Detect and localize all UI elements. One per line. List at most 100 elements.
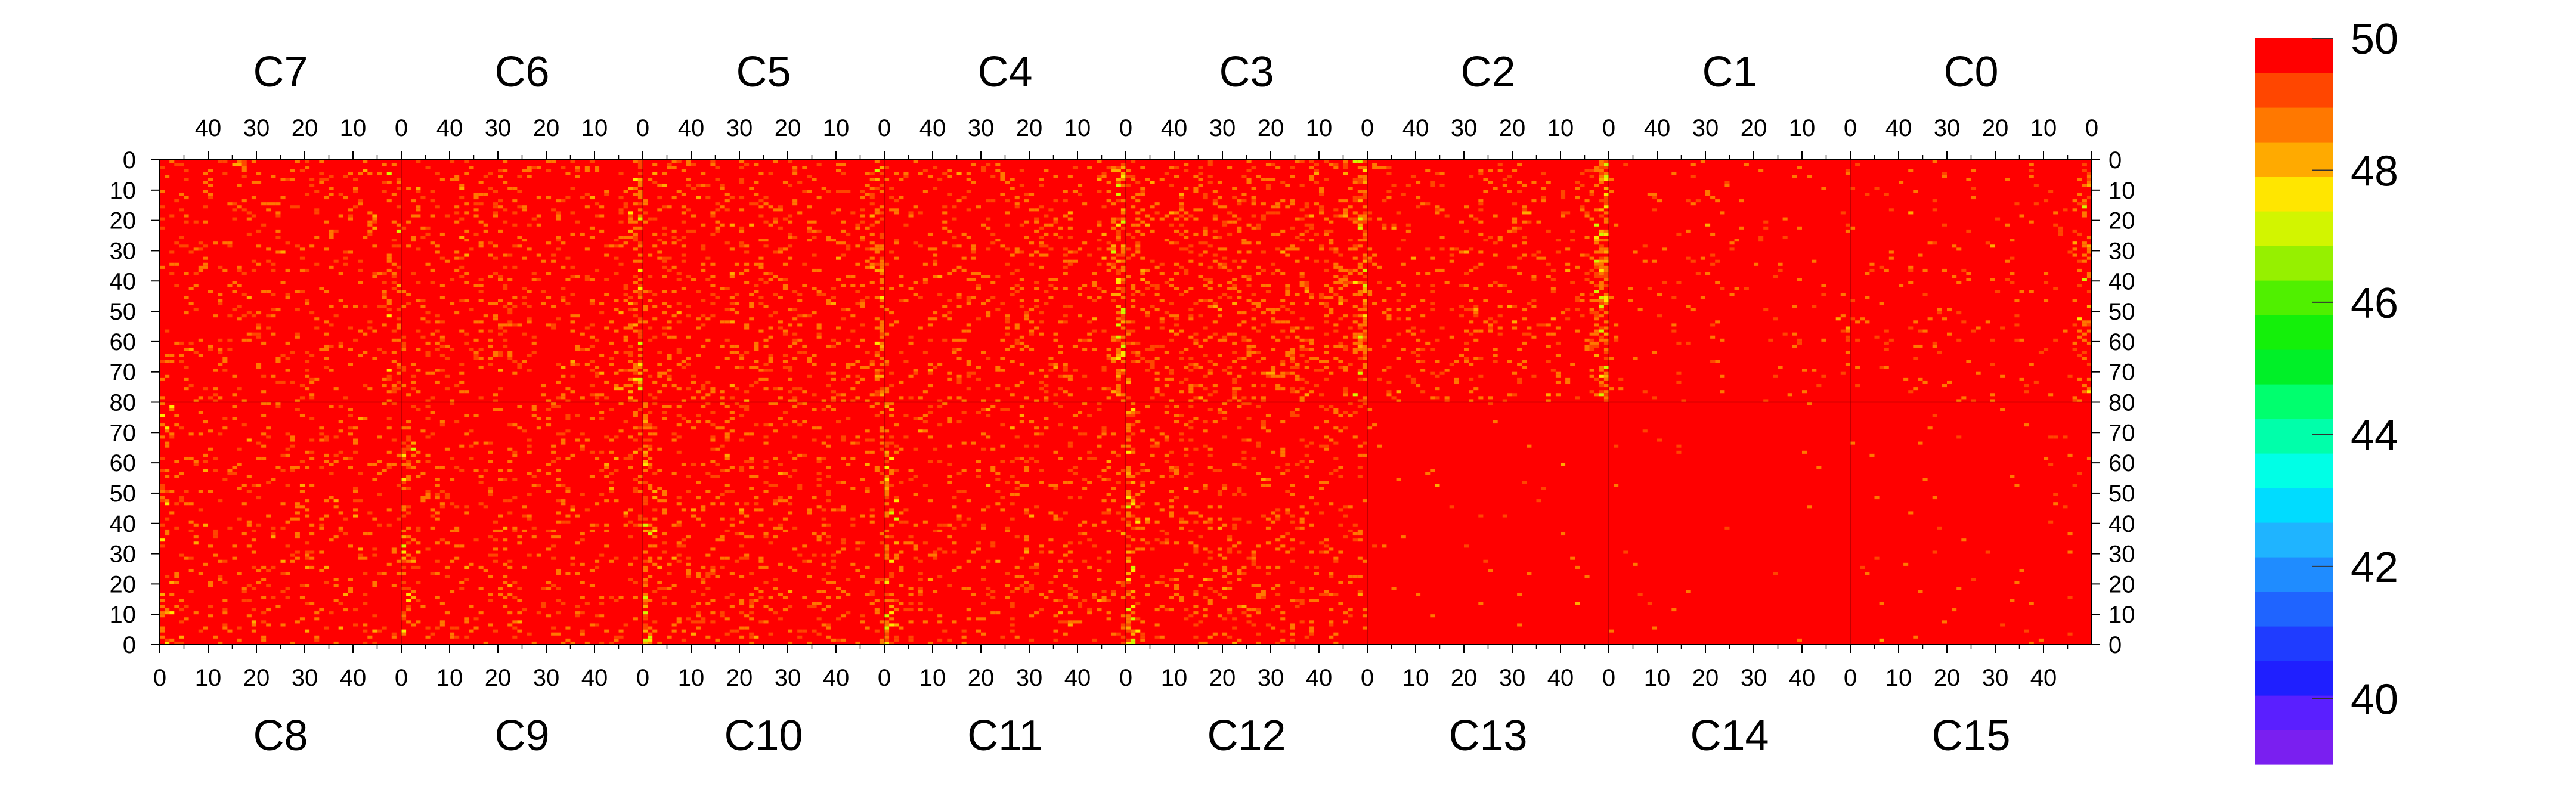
heatmap-cell bbox=[242, 599, 247, 602]
heatmap-cell bbox=[396, 323, 401, 327]
heatmap-cell bbox=[271, 374, 276, 378]
heatmap-cell bbox=[1324, 232, 1329, 236]
heatmap-cell bbox=[507, 320, 513, 324]
heatmap-cell bbox=[372, 272, 377, 275]
heatmap-cell bbox=[990, 175, 996, 178]
heatmap-cell bbox=[662, 332, 667, 336]
heatmap-cell bbox=[493, 205, 498, 209]
heatmap-cell bbox=[1169, 369, 1174, 372]
heatmap-cell bbox=[710, 411, 716, 414]
heatmap-cell bbox=[1527, 220, 1532, 224]
heatmap-cell bbox=[338, 405, 343, 408]
heatmap-cell bbox=[232, 308, 237, 312]
heatmap-cell bbox=[483, 229, 488, 233]
heatmap-cell bbox=[1333, 323, 1339, 327]
heatmap-cell bbox=[956, 199, 962, 203]
heatmap-cell bbox=[1280, 181, 1286, 184]
heatmap-cell bbox=[1493, 281, 1498, 284]
heatmap-cell bbox=[546, 547, 552, 551]
heatmap-cell bbox=[1971, 399, 1976, 402]
heatmap-cell bbox=[933, 247, 938, 251]
heatmap-cell bbox=[589, 623, 595, 627]
heatmap-cell bbox=[1140, 272, 1145, 275]
heatmap-cell bbox=[213, 469, 218, 472]
heatmap-cell bbox=[1357, 323, 1363, 327]
heatmap-cell bbox=[1120, 399, 1126, 402]
heatmap-cell bbox=[966, 302, 971, 305]
heatmap-cell bbox=[1082, 242, 1088, 245]
heatmap-cell bbox=[1014, 284, 1020, 287]
heatmap-cell bbox=[478, 329, 484, 333]
heatmap-cell bbox=[715, 575, 720, 578]
heatmap-cell bbox=[1362, 338, 1367, 342]
heatmap-cell bbox=[464, 160, 469, 163]
heatmap-cell bbox=[986, 299, 991, 302]
heatmap-cell bbox=[633, 414, 638, 417]
heatmap-cell bbox=[637, 284, 643, 287]
heatmap-cell bbox=[1454, 377, 1459, 381]
heatmap-cell bbox=[1246, 178, 1252, 181]
heatmap-cell bbox=[633, 232, 638, 236]
heatmap-cell bbox=[652, 526, 658, 530]
heatmap-cell bbox=[2010, 239, 2015, 242]
heatmap-cell bbox=[874, 187, 880, 190]
heatmap-cell bbox=[1367, 290, 1373, 293]
heatmap-cell bbox=[1338, 296, 1343, 299]
heatmap-cell bbox=[174, 475, 179, 478]
heatmap-cell bbox=[1362, 236, 1367, 239]
heatmap-cell bbox=[1271, 311, 1276, 315]
heatmap-cell bbox=[681, 220, 686, 224]
heatmap-cell bbox=[705, 602, 711, 605]
heatmap-cell bbox=[1227, 268, 1233, 272]
heatmap-cell bbox=[1362, 181, 1367, 184]
heatmap-cell bbox=[812, 253, 817, 257]
heatmap-cell bbox=[686, 617, 691, 621]
heatmap-cell bbox=[450, 478, 455, 481]
heatmap-cell bbox=[391, 632, 397, 636]
heatmap-cell bbox=[1879, 366, 1884, 369]
heatmap-cell bbox=[918, 326, 923, 330]
heatmap-cell bbox=[754, 262, 759, 266]
heatmap-cell bbox=[788, 236, 793, 239]
heatmap-cell bbox=[1131, 299, 1136, 302]
heatmap-cell bbox=[261, 565, 267, 569]
heatmap-cell bbox=[589, 323, 595, 327]
heatmap-cell bbox=[285, 544, 290, 548]
heatmap-cell bbox=[696, 572, 701, 575]
heatmap-cell bbox=[251, 259, 256, 263]
heatmap-cell bbox=[797, 314, 803, 318]
heatmap-cell bbox=[411, 199, 416, 203]
heatmap-cell bbox=[623, 338, 628, 342]
heatmap-cell bbox=[1222, 256, 1228, 260]
heatmap-cell bbox=[643, 550, 648, 554]
heatmap-cell bbox=[782, 284, 788, 287]
heatmap-cell bbox=[1623, 163, 1628, 166]
heatmap-cell bbox=[1357, 223, 1363, 227]
heatmap-cell bbox=[710, 390, 716, 394]
heatmap-cell bbox=[1078, 247, 1083, 251]
heatmap-cell bbox=[391, 438, 397, 442]
heatmap-cell bbox=[589, 360, 595, 363]
heatmap-cell bbox=[947, 169, 952, 172]
heatmap-cell bbox=[160, 635, 165, 639]
heatmap-cell bbox=[778, 387, 783, 391]
heatmap-cell bbox=[1807, 175, 1812, 178]
heatmap-cell bbox=[1357, 314, 1363, 318]
heatmap-cell bbox=[589, 335, 595, 339]
heatmap-cell bbox=[2086, 275, 2092, 278]
heatmap-cell bbox=[1019, 278, 1024, 281]
heatmap-cell bbox=[739, 208, 745, 212]
heatmap-cell bbox=[498, 169, 503, 172]
heatmap-cell bbox=[643, 578, 648, 581]
heatmap-cell bbox=[454, 626, 460, 630]
heatmap-cell bbox=[372, 329, 377, 333]
heatmap-cell bbox=[855, 302, 860, 305]
heatmap-cell bbox=[1237, 250, 1242, 254]
heatmap-cell bbox=[657, 447, 662, 451]
heatmap-cell bbox=[401, 441, 407, 445]
heatmap-cell bbox=[503, 253, 508, 257]
heatmap-cell bbox=[1241, 259, 1247, 263]
heatmap-cell bbox=[1343, 393, 1348, 397]
heatmap-cell bbox=[773, 160, 778, 163]
heatmap-cell bbox=[1116, 387, 1121, 391]
